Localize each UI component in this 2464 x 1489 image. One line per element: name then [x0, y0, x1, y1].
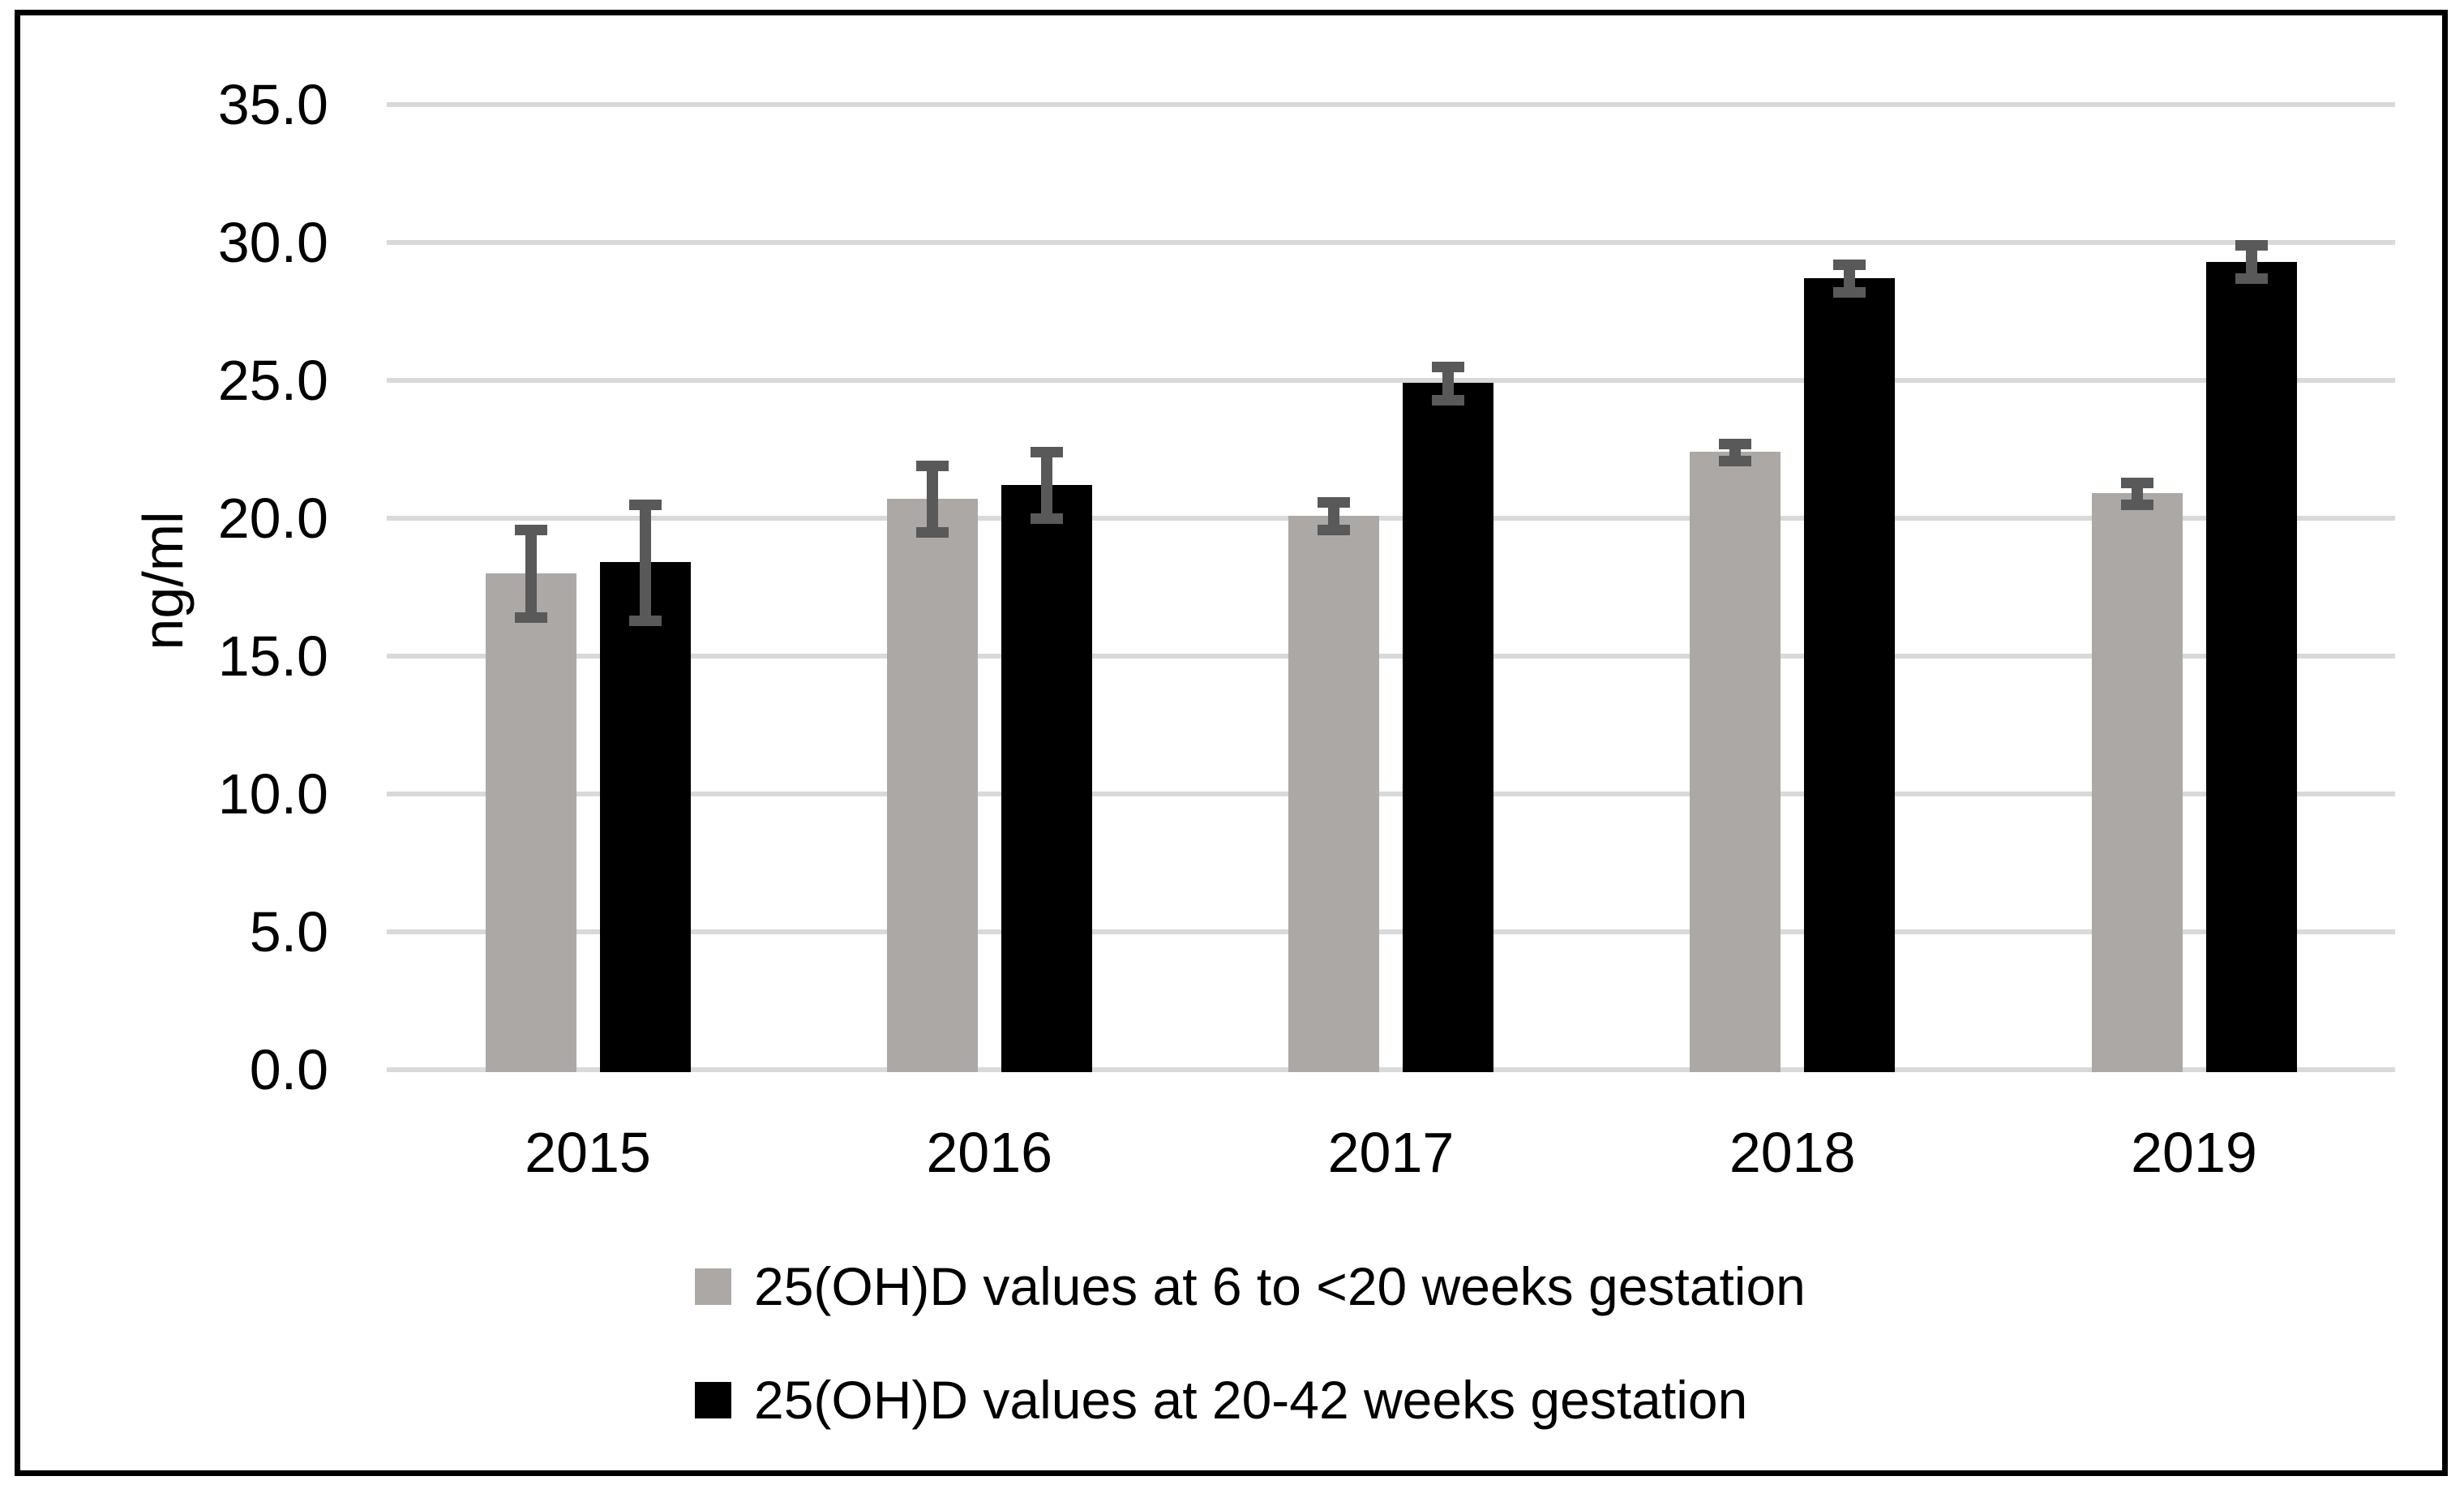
- error-bar-cap-bottom: [2235, 273, 2268, 285]
- y-tick-label: 5.0: [249, 900, 328, 963]
- error-bar-cap-top: [1719, 439, 1752, 450]
- error-bar-2015-series1: [514, 524, 547, 624]
- y-tick-label: 30.0: [217, 211, 328, 274]
- x-axis-label-2016: 2016: [926, 1121, 1053, 1184]
- gridline: [387, 929, 2395, 934]
- bar-2015-series1: [485, 573, 576, 1072]
- error-bar-whisker: [1040, 447, 1052, 524]
- error-bar-cap-top: [628, 500, 662, 510]
- y-tick-label: 0.0: [249, 1038, 328, 1101]
- error-bar-cap-top: [1318, 496, 1350, 508]
- gridline: [387, 102, 2395, 107]
- error-bar-cap-top: [514, 524, 547, 535]
- error-bar-cap-top: [915, 461, 949, 472]
- y-tick-label: 10.0: [217, 762, 328, 826]
- bar-2019-series2: [2205, 261, 2297, 1072]
- error-bar-cap-bottom: [1318, 524, 1350, 535]
- error-bar-cap-bottom: [1833, 287, 1866, 298]
- legend-label-second-series: 25(OH)D values at 20-42 weeks gestation: [754, 1370, 1748, 1430]
- bar-2017-series2: [1403, 383, 1493, 1072]
- gridline: [387, 516, 2395, 521]
- error-bar-2019-series2: [2235, 240, 2268, 285]
- error-bar-2016-series1: [915, 461, 949, 538]
- error-bar-cap-bottom: [628, 615, 662, 626]
- bar-2018-series2: [1804, 278, 1896, 1072]
- error-bar-2017-series2: [1432, 362, 1464, 406]
- error-bar-2015-series2: [628, 500, 662, 626]
- x-axis-label-2015: 2015: [525, 1121, 651, 1184]
- error-bar-cap-top: [1833, 260, 1866, 271]
- bar-2019-series1: [2091, 493, 2183, 1072]
- error-bar-whisker: [525, 524, 537, 624]
- error-bar-whisker: [926, 461, 938, 538]
- bar-2015-series2: [599, 562, 691, 1072]
- bar-2016-series2: [1001, 485, 1092, 1072]
- x-axis-label-2018: 2018: [1729, 1121, 1856, 1184]
- error-bar-cap-top: [1432, 362, 1464, 372]
- error-bar-cap-top: [2235, 240, 2268, 251]
- error-bar-2018-series1: [1719, 439, 1752, 466]
- bar-2017-series1: [1288, 515, 1379, 1072]
- plot-area: ng/ml 25(OH)D values at 6 to <20 weeks g…: [20, 15, 2442, 1470]
- legend-item-first-series: 25(OH)D values at 6 to <20 weeks gestati…: [695, 1250, 1806, 1323]
- error-bar-cap-bottom: [2120, 499, 2153, 510]
- error-bar-2017-series1: [1318, 496, 1350, 535]
- legend-swatch-gray: [695, 1268, 731, 1305]
- gridline: [387, 240, 2395, 245]
- x-axis-baseline: [387, 1067, 2395, 1072]
- error-bar-cap-top: [2120, 477, 2153, 488]
- y-tick-label: 25.0: [217, 349, 328, 412]
- gridline: [387, 792, 2395, 796]
- legend-label-first-series: 25(OH)D values at 6 to <20 weeks gestati…: [754, 1256, 1806, 1316]
- error-bar-cap-bottom: [915, 526, 949, 538]
- chart-frame: ng/ml 25(OH)D values at 6 to <20 weeks g…: [15, 10, 2448, 1476]
- error-bar-whisker: [2245, 240, 2257, 285]
- error-bar-2016-series2: [1030, 447, 1063, 524]
- gridline: [387, 378, 2395, 383]
- x-axis-label-2019: 2019: [2131, 1121, 2257, 1184]
- y-tick-label: 35.0: [217, 73, 328, 136]
- y-tick-label: 15.0: [217, 624, 328, 688]
- error-bar-cap-bottom: [1432, 394, 1464, 406]
- error-bar-cap-bottom: [1719, 455, 1752, 466]
- legend-item-second-series: 25(OH)D values at 20-42 weeks gestation: [695, 1363, 1747, 1436]
- y-tick-label: 20.0: [217, 487, 328, 550]
- gridline: [387, 654, 2395, 659]
- error-bar-whisker: [1442, 362, 1454, 406]
- error-bar-2019-series1: [2120, 477, 2153, 510]
- error-bar-whisker: [639, 500, 651, 626]
- error-bar-cap-bottom: [1030, 513, 1063, 524]
- error-bar-cap-bottom: [514, 612, 547, 624]
- legend-swatch-black: [695, 1381, 731, 1418]
- bar-2018-series1: [1690, 452, 1781, 1072]
- x-axis-label-2017: 2017: [1327, 1121, 1455, 1184]
- error-bar-cap-top: [1030, 447, 1063, 458]
- error-bar-2018-series2: [1833, 260, 1866, 298]
- bar-2016-series1: [886, 499, 978, 1072]
